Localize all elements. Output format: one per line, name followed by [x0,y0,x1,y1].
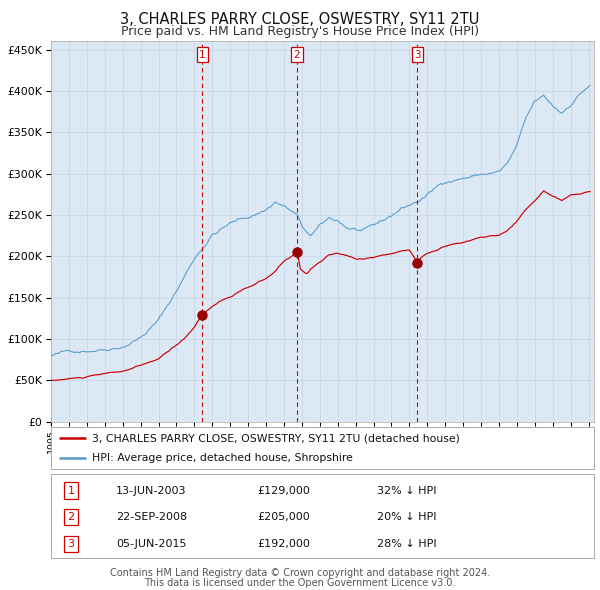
Text: Price paid vs. HM Land Registry's House Price Index (HPI): Price paid vs. HM Land Registry's House … [121,25,479,38]
Text: 1: 1 [68,486,74,496]
Text: Contains HM Land Registry data © Crown copyright and database right 2024.: Contains HM Land Registry data © Crown c… [110,568,490,578]
Text: 3: 3 [68,539,74,549]
Text: 22-SEP-2008: 22-SEP-2008 [116,512,187,522]
Text: 3, CHARLES PARRY CLOSE, OSWESTRY, SY11 2TU: 3, CHARLES PARRY CLOSE, OSWESTRY, SY11 2… [121,12,479,27]
Text: 3: 3 [414,50,421,60]
Text: 13-JUN-2003: 13-JUN-2003 [116,486,187,496]
Text: 05-JUN-2015: 05-JUN-2015 [116,539,187,549]
Text: £205,000: £205,000 [257,512,310,522]
Text: This data is licensed under the Open Government Licence v3.0.: This data is licensed under the Open Gov… [145,578,455,588]
Text: 1: 1 [199,50,206,60]
Text: 32% ↓ HPI: 32% ↓ HPI [377,486,436,496]
Text: £192,000: £192,000 [257,539,310,549]
Text: 2: 2 [68,512,74,522]
Text: 2: 2 [294,50,301,60]
Text: £129,000: £129,000 [257,486,310,496]
Text: HPI: Average price, detached house, Shropshire: HPI: Average price, detached house, Shro… [92,453,353,463]
Text: 28% ↓ HPI: 28% ↓ HPI [377,539,436,549]
Text: 20% ↓ HPI: 20% ↓ HPI [377,512,436,522]
Text: 3, CHARLES PARRY CLOSE, OSWESTRY, SY11 2TU (detached house): 3, CHARLES PARRY CLOSE, OSWESTRY, SY11 2… [92,433,460,443]
